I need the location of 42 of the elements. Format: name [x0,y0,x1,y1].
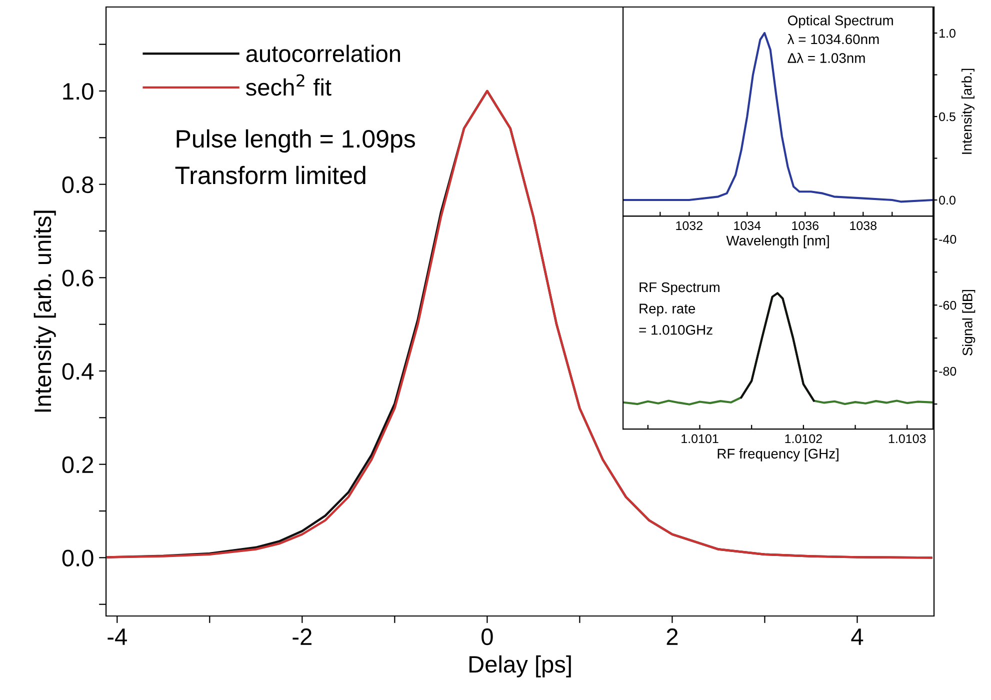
x-tick-label: 1038 [850,221,877,230]
y-tick-label: 0.0 [62,550,94,566]
line-series [740,292,815,402]
y-tick-label: 0.4 [62,363,94,380]
x-tick-label: 1034 [734,221,761,230]
y-axis-title: Signal [dB] [962,290,976,356]
legend-label: autocorrelation [246,44,400,62]
x-axis-title: RF frequency [GHz] [718,448,838,462]
annotation: Transform limited [175,166,366,184]
x-tick-label: 1036 [792,221,819,230]
y-tick-label: 0.5 [939,112,956,122]
annotation: Δλ = 1.03nm [788,52,865,63]
x-tick-label: -2 [292,628,312,645]
line-series [623,32,934,203]
y-tick-label: -60 [939,300,956,310]
annotation: Rep. rate [640,304,696,316]
y-tick-label: 1.0 [63,83,94,100]
x-tick-label: -4 [108,628,127,645]
y-tick-label: 0.6 [62,270,94,286]
y-tick-label: 0.0 [939,196,956,205]
annotation: Optical Spectrum [788,15,893,28]
y-axis-title: Intensity [arb.] [962,68,974,154]
x-tick-label: 1.0103 [888,434,926,444]
annotation: = 1.010GHz [639,324,712,335]
x-axis-title: Delay [ps] [469,655,571,678]
legend-label: sech$^{2}$ fit [246,74,332,96]
y-tick-label: -80 [939,366,956,376]
x-tick-label: 1.0101 [682,434,718,444]
annotation: Pulse length = 1.09ps [176,129,416,153]
x-tick-label: 0 [482,628,493,646]
annotation: RF Spectrum [640,282,720,295]
x-tick-label: 1032 [676,221,702,230]
x-tick-label: 1.0102 [785,434,822,444]
x-tick-label: 4 [851,628,864,645]
y-tick-label: 0.8 [62,176,94,194]
y-tick-label: -40 [939,234,956,244]
y-tick-label: 1.0 [940,28,956,38]
y-axis-title: Intensity [arb. units] [34,210,56,412]
x-axis-title: Wavelength [nm] [726,235,829,248]
annotation: λ = 1034.60nm [787,34,879,44]
y-tick-label: 0.2 [62,456,94,474]
x-tick-label: 2 [666,628,678,645]
